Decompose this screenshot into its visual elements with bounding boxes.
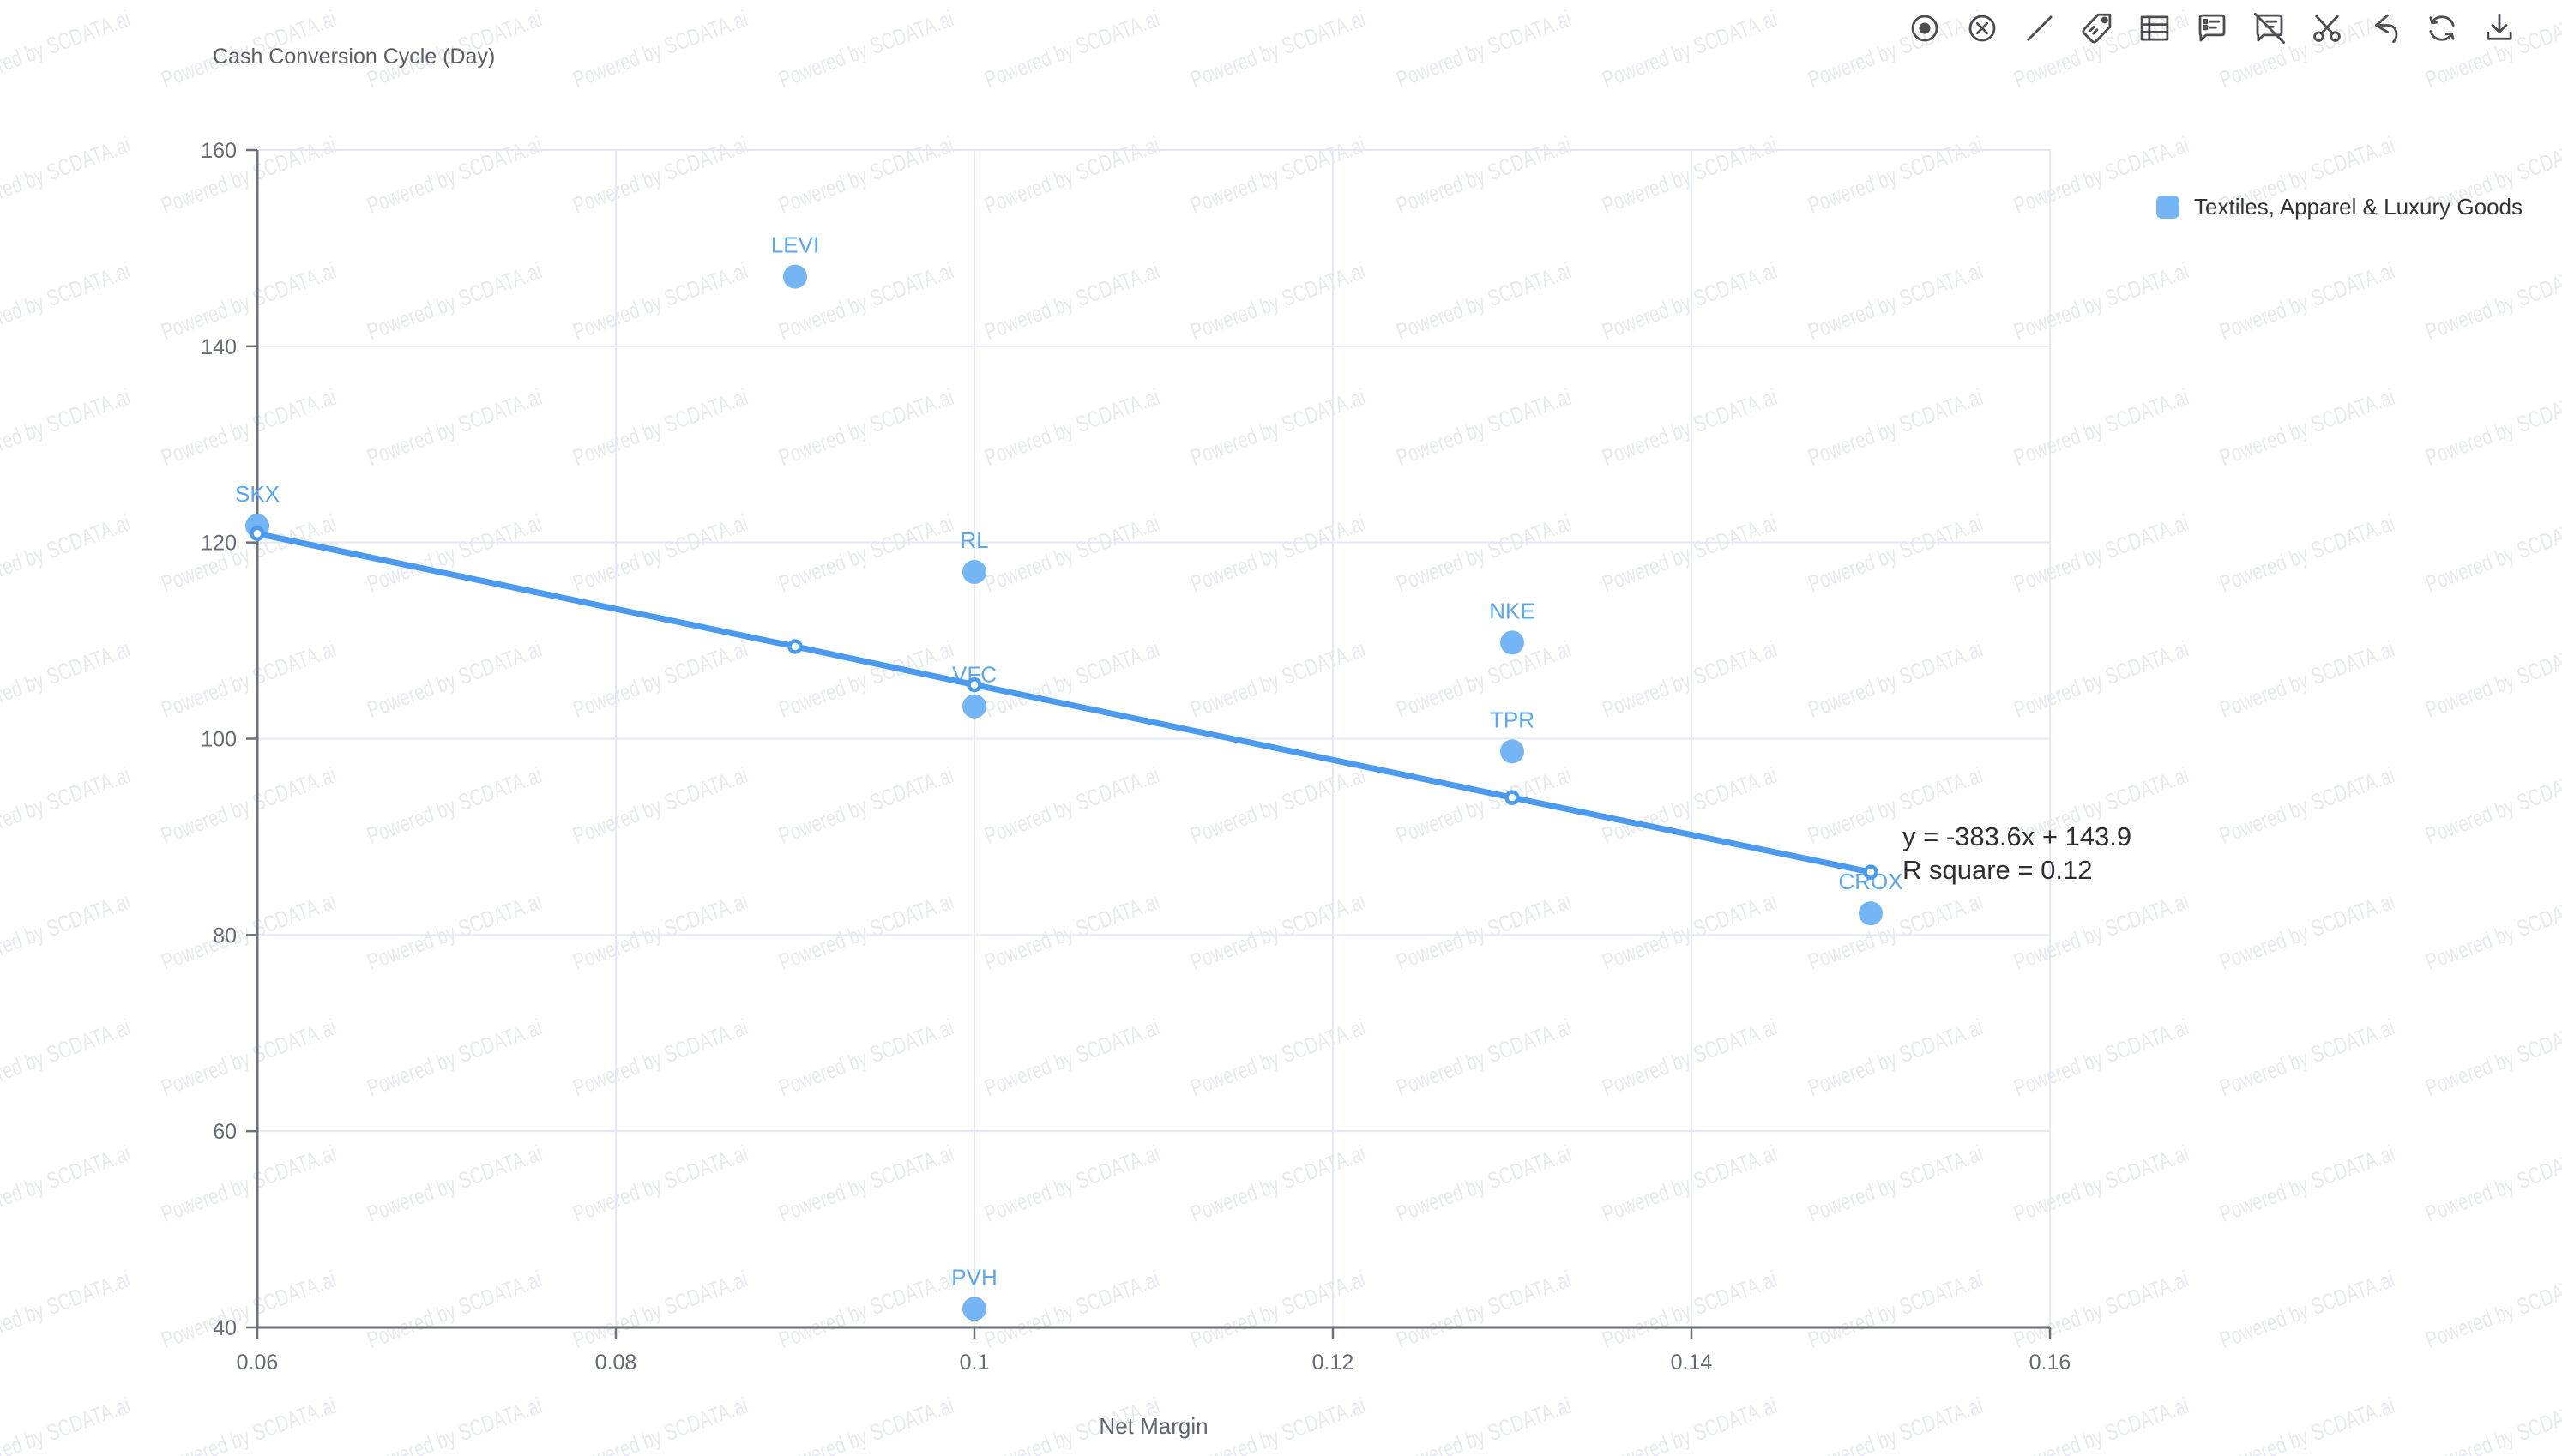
point-label-NKE: NKE bbox=[1489, 598, 1534, 623]
scatter-point-NKE[interactable] bbox=[1500, 630, 1524, 655]
trend-marker[interactable] bbox=[967, 677, 982, 693]
scatter-point-RL[interactable] bbox=[962, 559, 986, 584]
circle-x-icon[interactable] bbox=[1964, 10, 2000, 46]
annotation-icon[interactable] bbox=[2194, 10, 2230, 46]
refresh-icon[interactable] bbox=[2424, 10, 2460, 46]
point-label-RL: RL bbox=[960, 527, 988, 553]
trend-marker[interactable] bbox=[1863, 864, 1878, 880]
table-icon[interactable] bbox=[2137, 10, 2173, 46]
scatter-point-CROX[interactable] bbox=[1859, 901, 1883, 926]
trend-marker[interactable] bbox=[787, 639, 803, 654]
legend-label: Textiles, Apparel & Luxury Goods bbox=[2194, 194, 2523, 220]
x-tick-label: 0.06 bbox=[237, 1351, 279, 1375]
scatter-point-TPR[interactable] bbox=[1500, 739, 1524, 764]
scissors-icon[interactable] bbox=[2309, 10, 2345, 46]
x-tick-label: 0.08 bbox=[595, 1351, 637, 1375]
x-tick-label: 0.14 bbox=[1671, 1351, 1713, 1375]
y-tick-label: 60 bbox=[213, 1120, 237, 1144]
legend-item-textiles[interactable]: Textiles, Apparel & Luxury Goods bbox=[2156, 194, 2523, 220]
point-label-SKX: SKX bbox=[235, 481, 280, 507]
point-label-TPR: TPR bbox=[1490, 707, 1534, 732]
scatter-point-LEVI[interactable] bbox=[783, 264, 807, 289]
undo-icon[interactable] bbox=[2366, 10, 2402, 46]
chart-toolbar bbox=[1907, 10, 2517, 46]
y-tick-label: 40 bbox=[213, 1316, 237, 1340]
dot-circle-icon[interactable] bbox=[1907, 10, 1943, 46]
tag-icon[interactable] bbox=[2079, 10, 2115, 46]
scatter-point-PVH[interactable] bbox=[962, 1297, 986, 1321]
chart-title: Cash Conversion Cycle (Day) bbox=[213, 45, 496, 69]
y-tick-label: 160 bbox=[201, 139, 237, 163]
download-icon[interactable] bbox=[2481, 10, 2517, 46]
y-tick-label: 80 bbox=[213, 924, 237, 948]
line-icon[interactable] bbox=[2022, 10, 2058, 46]
x-tick-label: 0.1 bbox=[960, 1351, 990, 1375]
y-tick-label: 100 bbox=[201, 728, 237, 752]
point-label-LEVI: LEVI bbox=[771, 232, 819, 258]
trend-marker[interactable] bbox=[1504, 790, 1520, 805]
x-tick-label: 0.16 bbox=[2029, 1351, 2071, 1375]
y-tick-label: 140 bbox=[201, 335, 237, 359]
x-axis-title: Net Margin bbox=[1099, 1413, 1209, 1439]
x-tick-label: 0.12 bbox=[1312, 1351, 1354, 1375]
y-tick-label: 120 bbox=[201, 532, 237, 556]
annotation-off-icon[interactable] bbox=[2252, 10, 2288, 46]
trend-line[interactable] bbox=[254, 530, 1874, 875]
legend-swatch bbox=[2156, 196, 2180, 219]
point-label-PVH: PVH bbox=[951, 1264, 997, 1290]
scatter-point-VFC[interactable] bbox=[962, 694, 986, 719]
trend-marker[interactable] bbox=[250, 526, 265, 542]
